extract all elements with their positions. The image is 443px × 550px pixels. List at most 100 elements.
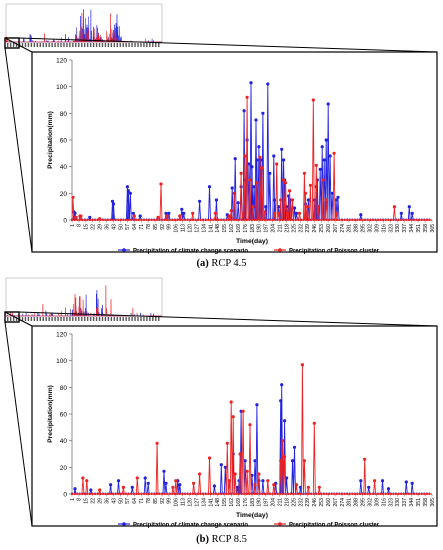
x-tick-label: 267 — [333, 498, 339, 507]
series-baseline-marker — [189, 492, 192, 496]
y-axis-title: Precipitation(mm) — [47, 385, 54, 443]
series-baseline-marker — [230, 492, 233, 496]
series-baseline-marker — [379, 492, 382, 496]
series-baseline-marker — [371, 492, 374, 496]
data-point-climate-scenario — [164, 481, 168, 485]
y-tick-label: 0 — [63, 492, 67, 499]
data-point-climate-scenario — [410, 481, 414, 485]
data-point-climate-scenario — [236, 201, 240, 205]
data-point-poisson-cluster — [241, 409, 245, 413]
y-tick-label: 40 — [60, 438, 68, 445]
series-baseline-marker — [173, 492, 176, 496]
data-point-poisson-cluster — [316, 205, 320, 209]
series-baseline-marker — [392, 218, 395, 222]
data-point-poisson-cluster — [156, 215, 160, 219]
series-baseline-marker — [351, 492, 354, 496]
data-point-climate-scenario — [292, 206, 297, 210]
thumbnail-tick — [63, 43, 65, 47]
series-baseline-marker — [268, 218, 272, 222]
series-baseline-marker — [73, 218, 76, 222]
series-baseline-marker — [317, 492, 320, 496]
legend-swatch-marker — [122, 248, 126, 252]
series-baseline-marker — [312, 218, 315, 222]
series-baseline-marker — [101, 492, 104, 496]
series-baseline-marker — [202, 492, 205, 496]
series-baseline-marker — [312, 492, 315, 496]
data-point-climate-scenario — [285, 476, 289, 480]
data-point-poisson-cluster — [74, 215, 78, 219]
series-baseline-marker — [407, 492, 410, 496]
thumbnail-tick — [149, 43, 151, 47]
data-point-climate-scenario — [320, 145, 324, 149]
x-tick-label: 302 — [368, 498, 374, 507]
thumbnail-tick — [95, 317, 98, 321]
series-baseline-marker — [294, 218, 297, 222]
data-point-poisson-cluster — [251, 205, 255, 209]
series-baseline-marker — [271, 492, 274, 496]
x-tick-label: 351 — [416, 224, 422, 233]
data-point-climate-scenario — [407, 205, 411, 209]
series-baseline-marker — [263, 492, 266, 496]
data-point-climate-scenario — [359, 479, 363, 483]
data-point-climate-scenario — [223, 465, 227, 469]
x-tick-label: 239 — [305, 498, 311, 507]
data-point-poisson-cluster — [392, 205, 396, 209]
x-tick-label: 43 — [111, 224, 117, 230]
legend-label: Precipitation of Poisson cluster — [289, 248, 380, 254]
thumbnail-tick — [143, 317, 145, 321]
x-tick-label: 29 — [98, 498, 104, 504]
zoom-callout-line — [4, 37, 33, 53]
data-point-climate-scenario — [255, 158, 259, 162]
series-baseline-marker — [194, 492, 197, 496]
data-point-climate-scenario — [282, 158, 286, 162]
x-tick-label: 113 — [181, 224, 187, 232]
series-baseline-marker — [253, 492, 256, 496]
series-baseline-marker — [209, 492, 212, 496]
data-point-poisson-cluster — [174, 479, 178, 483]
data-point-climate-scenario — [116, 479, 121, 483]
series-baseline-marker — [214, 492, 218, 496]
series-baseline-marker — [299, 218, 302, 222]
caption-label-a: (a) — [196, 258, 209, 269]
series-baseline-marker — [268, 492, 272, 496]
data-point-poisson-cluster — [232, 191, 236, 195]
thumbnail-tick — [69, 43, 71, 47]
series-baseline-marker — [256, 218, 259, 222]
series-baseline-marker — [325, 218, 328, 222]
series-baseline-marker — [99, 492, 102, 496]
series-baseline-marker — [235, 492, 238, 496]
thumbnail-tick — [128, 317, 130, 321]
thumbnail-tick — [9, 317, 12, 321]
data-point-poisson-cluster — [231, 415, 235, 419]
thumbnail-tick — [104, 43, 107, 47]
series-baseline-marker — [148, 492, 151, 496]
data-point-poisson-cluster — [132, 214, 136, 218]
caption-text-a: RCP 4.5 — [211, 258, 247, 269]
x-tick-label: 134 — [201, 224, 207, 233]
series-baseline-marker — [315, 218, 318, 222]
data-point-poisson-cluster — [303, 191, 307, 195]
data-point-climate-scenario — [318, 167, 322, 171]
series-baseline-marker — [392, 492, 395, 496]
series-baseline-marker — [369, 218, 372, 222]
series-baseline-marker — [418, 492, 421, 496]
series-baseline-marker — [96, 218, 99, 222]
series-baseline-marker — [91, 218, 94, 222]
data-point-climate-scenario — [126, 189, 130, 193]
series-baseline-marker — [76, 218, 79, 222]
series-baseline-marker — [78, 492, 81, 496]
series-line-poisson-cluster — [71, 96, 432, 221]
series-baseline-marker — [153, 492, 156, 496]
series-baseline-marker — [124, 492, 128, 496]
thumbnail-frame — [5, 277, 163, 317]
data-point-poisson-cluster — [178, 214, 182, 218]
caption-rcp45: (a) RCP 4.5 — [0, 258, 443, 269]
x-tick-label: 197 — [264, 498, 270, 507]
data-point-climate-scenario — [324, 138, 328, 142]
thumbnail-tick — [101, 317, 104, 321]
x-tick-label: 155 — [222, 498, 228, 507]
series-baseline-marker — [158, 218, 161, 222]
data-point-poisson-cluster — [135, 476, 139, 480]
x-tick-label: 323 — [388, 498, 394, 507]
zoom-callout-line — [4, 47, 33, 253]
